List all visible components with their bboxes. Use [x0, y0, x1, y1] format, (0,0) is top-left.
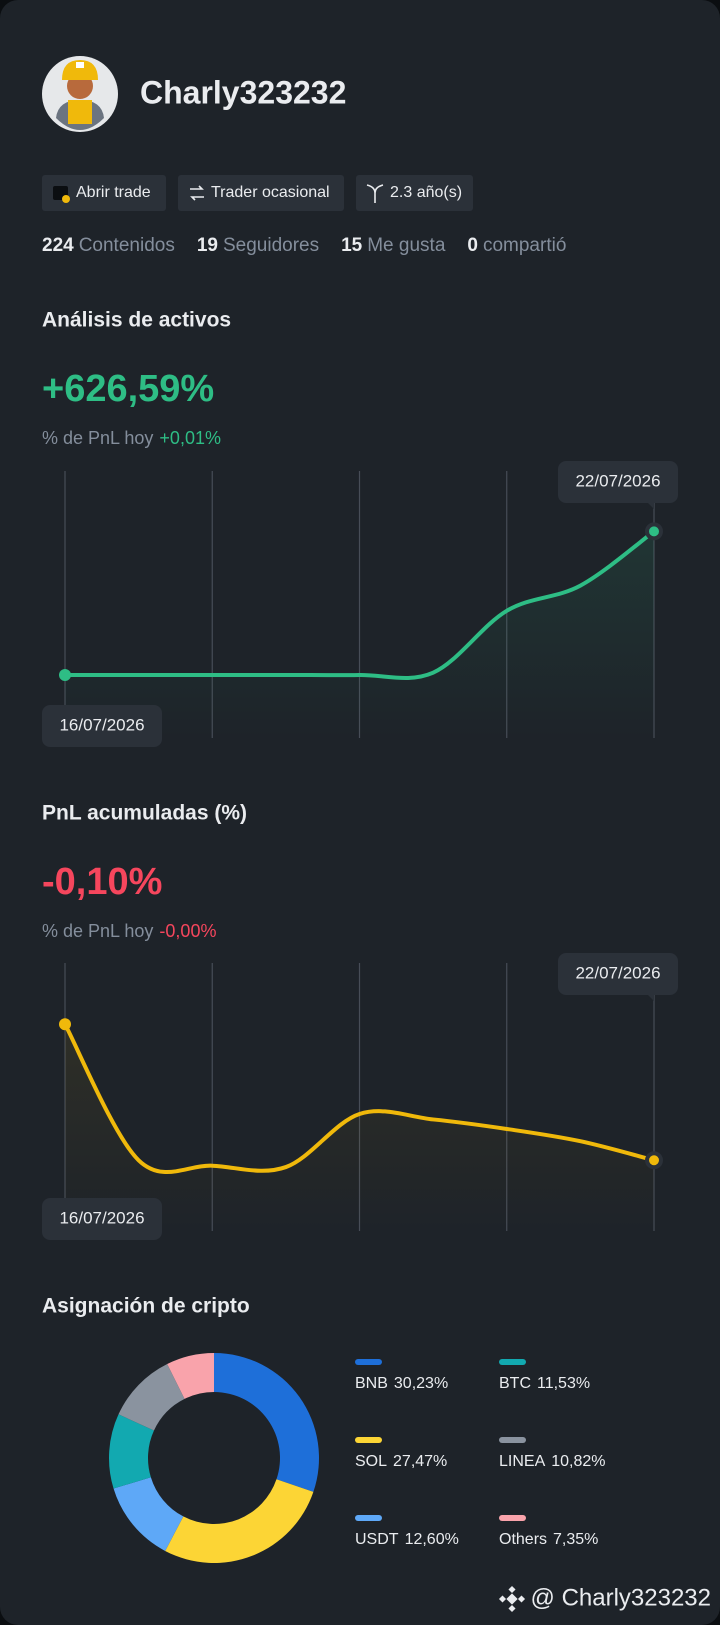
- legend-swatch: [499, 1437, 526, 1443]
- subtitle-label: % de PnL hoy: [42, 921, 153, 941]
- section-title: Análisis de activos: [42, 309, 231, 332]
- legend-swatch: [499, 1359, 526, 1365]
- end-dot-core: [649, 526, 659, 537]
- legend-swatch: [355, 1515, 382, 1521]
- section-title: Asignación de cripto: [42, 1295, 250, 1318]
- legend-swatch: [499, 1515, 526, 1521]
- legend-entry: BTC 11,53%: [499, 1375, 590, 1392]
- legend-name: Others: [499, 1531, 547, 1548]
- tag-bg: [42, 175, 166, 211]
- stat-label: Seguidores: [223, 235, 319, 256]
- username: Charly323232: [140, 74, 346, 110]
- stat-count: 224: [42, 235, 74, 256]
- legend-entry: BNB 30,23%: [355, 1375, 448, 1392]
- today-change: +0,01%: [159, 428, 221, 448]
- tag-icon: [62, 195, 70, 203]
- watermark: @ Charly323232: [531, 1584, 711, 1611]
- date-tag-bg: [42, 1198, 162, 1240]
- stat-label: Contenidos: [79, 235, 175, 256]
- legend-value: 12,60%: [405, 1531, 459, 1548]
- date-tag: 16/07/2026: [59, 715, 144, 734]
- stat-label: Me gusta: [367, 235, 446, 256]
- today-change: -0,00%: [159, 921, 216, 941]
- donut-segment: [165, 1479, 314, 1563]
- headline: +626,59%: [42, 368, 214, 410]
- legend-entry: USDT 12,60%: [355, 1531, 459, 1548]
- legend-name: LINEA: [499, 1453, 546, 1470]
- tag-bg: [178, 175, 344, 211]
- legend-value: 11,53%: [537, 1375, 590, 1392]
- donut-segment: [113, 1477, 184, 1551]
- line-area: [65, 531, 654, 738]
- legend-name: USDT: [355, 1531, 399, 1548]
- donut-segment: [214, 1353, 319, 1492]
- line: [63, 529, 656, 680]
- date-tag-pointer: [648, 995, 654, 1001]
- avatar[interactable]: [42, 56, 118, 132]
- tag-icon: [366, 184, 384, 203]
- subtitle: % de PnL hoy -0,00%: [42, 921, 216, 941]
- stat-count: 15: [341, 235, 363, 256]
- end-dot-core: [649, 1155, 659, 1166]
- headline: -0,10%: [42, 861, 162, 903]
- legend-value: 27,47%: [393, 1453, 447, 1470]
- subtitle: % de PnL hoy +0,01%: [42, 428, 221, 448]
- tag: Abrir trade: [76, 184, 151, 201]
- start-dot: [59, 1018, 71, 1031]
- start-dot: [59, 668, 71, 681]
- date-tag-bg: [558, 461, 678, 503]
- legend-value: 10,82%: [551, 1453, 605, 1470]
- stat-label: compartió: [483, 235, 566, 256]
- legend-value: 30,23%: [394, 1375, 448, 1392]
- stat-count: 19: [197, 235, 218, 256]
- donut-segment: [118, 1364, 185, 1431]
- legend-name: BTC: [499, 1375, 531, 1392]
- legend-entry: SOL 27,47%: [355, 1453, 447, 1470]
- donut-segment: [167, 1353, 214, 1399]
- legend-name: SOL: [355, 1453, 387, 1470]
- line: [63, 1022, 656, 1175]
- date-tag: 22/07/2026: [575, 471, 660, 490]
- legend-value: 7,35%: [553, 1531, 598, 1548]
- stat-count: 0: [467, 235, 478, 256]
- donut-segment: [109, 1414, 154, 1489]
- legend-swatch: [355, 1359, 382, 1365]
- tag-bg: [356, 175, 473, 211]
- date-tag-pointer: [648, 503, 654, 509]
- line-area: [65, 1024, 654, 1231]
- date-tag: 22/07/2026: [575, 963, 660, 982]
- stats: 224 Contenidos 19 Seguidores 15 Me gusta 0 comp…: [42, 235, 566, 256]
- date-tag: 16/07/2026: [59, 1208, 144, 1227]
- subtitle-label: % de PnL hoy: [42, 428, 153, 448]
- date-tag-bg: [42, 705, 162, 747]
- tag: 2.3 año(s): [390, 184, 462, 201]
- date-tag-bg: [558, 953, 678, 995]
- legend-swatch: [355, 1437, 382, 1443]
- tag: Trader ocasional: [211, 184, 330, 201]
- binance-logo: [498, 1585, 526, 1613]
- legend-entry: Others 7,35%: [499, 1531, 598, 1548]
- tag-icon: [190, 185, 204, 201]
- section-title: PnL acumuladas (%): [42, 802, 247, 825]
- legend-entry: LINEA 10,82%: [499, 1453, 606, 1470]
- legend-name: BNB: [355, 1375, 388, 1392]
